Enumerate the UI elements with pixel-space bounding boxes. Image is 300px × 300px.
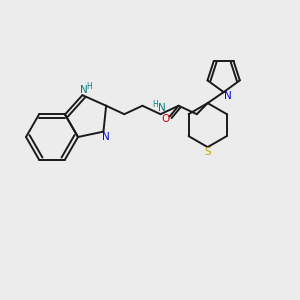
Text: H: H bbox=[153, 100, 158, 109]
Text: N: N bbox=[80, 85, 87, 95]
Text: N: N bbox=[102, 132, 109, 142]
Text: H: H bbox=[86, 82, 92, 91]
Text: N: N bbox=[224, 91, 232, 101]
Text: O: O bbox=[161, 115, 170, 124]
Text: N: N bbox=[158, 103, 165, 113]
Text: S: S bbox=[204, 147, 211, 157]
